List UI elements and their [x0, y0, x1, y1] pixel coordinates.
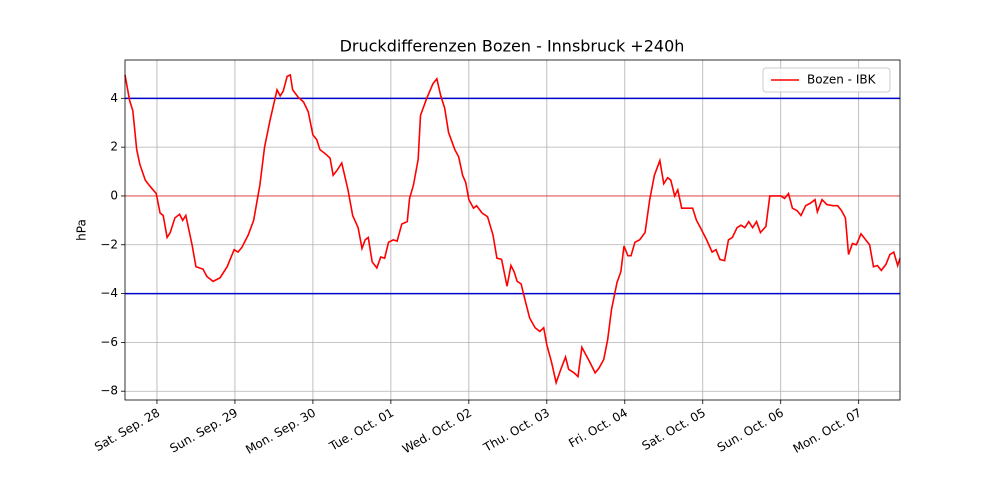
- plot-frame: [124, 59, 901, 401]
- y-tick-label: −6: [100, 335, 118, 349]
- y-tick-label: 4: [110, 91, 118, 105]
- y-tick-label: 0: [110, 188, 118, 202]
- legend-box: [762, 67, 891, 93]
- chart-title: Druckdifferenzen Bozen - Innsbruck +240h: [340, 37, 685, 56]
- y-axis-label: hPa: [75, 219, 89, 241]
- y-tick-label: −8: [100, 384, 118, 398]
- y-tick-label: −2: [100, 237, 118, 251]
- y-tick-label: 2: [110, 140, 118, 154]
- y-tick-label: −4: [100, 286, 118, 300]
- legend-label: Bozen - IBK: [807, 73, 877, 87]
- data-line: [124, 73, 901, 386]
